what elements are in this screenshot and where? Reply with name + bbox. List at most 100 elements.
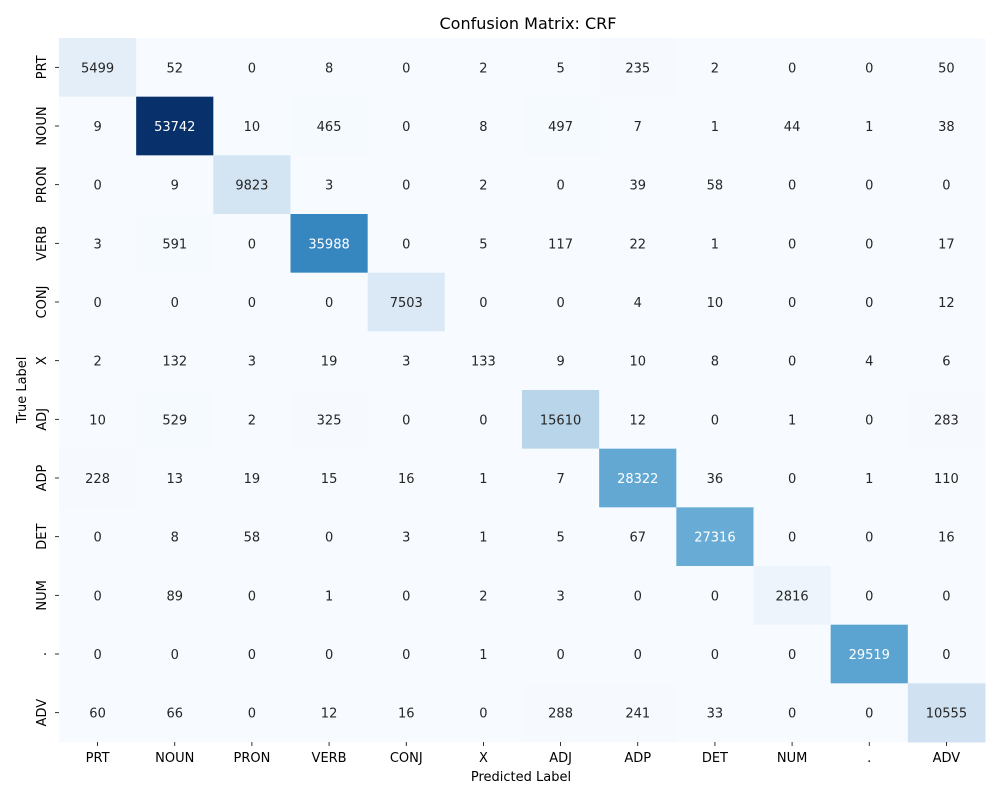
heatmap-cell xyxy=(907,507,986,567)
heatmap-cell xyxy=(599,390,677,450)
heatmap-cell xyxy=(599,448,677,508)
x-tick-label: PRT xyxy=(86,751,110,766)
heatmap-cells: 5499 52 0 8 0 2 5 235 2 0 0 509 53742 10 465 0 8 497 7 1 44 1… xyxy=(59,38,986,743)
heatmap-cell xyxy=(136,683,214,743)
cell-value-label: 325 xyxy=(317,413,342,428)
cell-value-label: 16 xyxy=(398,707,415,722)
heatmap-cell xyxy=(599,331,677,391)
heatmap-cell xyxy=(367,624,446,684)
heatmap-cell xyxy=(136,155,214,215)
cell-value-label: 10 xyxy=(89,413,106,428)
cell-value-label: 0 xyxy=(93,648,101,663)
heatmap-cell xyxy=(830,331,909,391)
cell-value-label: 50 xyxy=(938,61,955,76)
heatmap-cell xyxy=(136,331,214,391)
heatmap-cell xyxy=(290,566,369,626)
cell-value-label: 0 xyxy=(711,589,719,604)
heatmap-cell xyxy=(59,331,137,391)
heatmap-cell xyxy=(676,38,754,98)
heatmap-cell xyxy=(907,390,986,450)
heatmap-cell xyxy=(444,507,523,567)
heatmap-cell xyxy=(522,566,600,626)
cell-value-label: 8 xyxy=(479,120,487,135)
cell-value-label: 0 xyxy=(711,413,719,428)
heatmap-cell xyxy=(367,448,446,508)
cell-value-label: 8 xyxy=(711,355,719,370)
heatmap-cell xyxy=(367,507,446,567)
y-tick-label: ADV xyxy=(35,699,50,727)
heatmap-cell xyxy=(59,566,137,626)
heatmap-cell xyxy=(753,448,832,508)
x-tick-label: ADP xyxy=(624,751,651,766)
heatmap-cell xyxy=(59,38,137,98)
cell-value-label: 15610 xyxy=(540,413,581,428)
heatmap-cell xyxy=(290,96,369,156)
cell-value-label: 5 xyxy=(556,531,564,546)
cell-value-label: 58 xyxy=(244,531,261,546)
cell-value-label: 0 xyxy=(865,179,873,194)
heatmap-cell xyxy=(522,448,600,508)
cell-value-label: 13 xyxy=(166,472,183,487)
cell-value-label: 0 xyxy=(325,648,333,663)
cell-value-label: 2 xyxy=(711,61,719,76)
cell-value-label: 0 xyxy=(788,355,796,370)
heatmap-cell xyxy=(830,272,909,332)
cell-value-label: 17 xyxy=(938,237,955,252)
cell-value-label: 52 xyxy=(166,61,183,76)
cell-value-label: 0 xyxy=(248,237,256,252)
cell-value-label: 0 xyxy=(788,61,796,76)
heatmap-cell xyxy=(367,331,446,391)
y-tick-label: PRON xyxy=(35,166,50,203)
cell-value-label: 2 xyxy=(93,355,101,370)
cell-value-label: 3 xyxy=(402,531,410,546)
heatmap-cell xyxy=(290,624,369,684)
heatmap-cell xyxy=(290,683,369,743)
cell-value-label: 8 xyxy=(171,531,179,546)
heatmap-cell xyxy=(444,214,523,274)
heatmap-cell xyxy=(444,272,523,332)
heatmap-cell xyxy=(290,155,369,215)
heatmap-cell xyxy=(59,507,137,567)
cell-value-label: 0 xyxy=(788,531,796,546)
heatmap-cell xyxy=(907,624,986,684)
heatmap-cell xyxy=(59,155,137,215)
cell-value-label: 0 xyxy=(865,707,873,722)
heatmap-cell xyxy=(599,272,677,332)
cell-value-label: 4 xyxy=(634,296,642,311)
cell-value-label: 1 xyxy=(711,237,719,252)
cell-value-label: 0 xyxy=(865,296,873,311)
heatmap-cell xyxy=(599,624,677,684)
cell-value-label: 9 xyxy=(93,120,101,135)
heatmap-cell xyxy=(599,566,677,626)
cell-value-label: 12 xyxy=(321,707,338,722)
heatmap-cell xyxy=(599,38,677,98)
heatmap-cell xyxy=(213,683,291,743)
cell-value-label: 1 xyxy=(479,472,487,487)
cell-value-label: 0 xyxy=(479,296,487,311)
cell-value-label: 1 xyxy=(865,120,873,135)
heatmap-cell xyxy=(444,566,523,626)
cell-value-label: 0 xyxy=(325,531,333,546)
x-tick-labels: PRT NOUN PRON VERB CONJ X ADJ ADP DET NUM. ADV xyxy=(86,742,960,766)
heatmap-cell xyxy=(213,272,291,332)
cell-value-label: 7503 xyxy=(390,296,423,311)
cell-value-label: 28322 xyxy=(617,472,658,487)
cell-value-label: 9 xyxy=(171,179,179,194)
heatmap-cell xyxy=(599,155,677,215)
heatmap-cell xyxy=(213,624,291,684)
heatmap-cell xyxy=(753,624,832,684)
cell-value-label: 2 xyxy=(479,179,487,194)
heatmap-cell xyxy=(213,96,291,156)
cell-value-label: 19 xyxy=(321,355,338,370)
cell-value-label: 0 xyxy=(788,472,796,487)
x-tick-label: NOUN xyxy=(155,751,194,766)
heatmap-cell xyxy=(907,448,986,508)
heatmap-cell xyxy=(522,624,600,684)
cell-value-label: 35988 xyxy=(308,237,349,252)
y-tick-label: ADP xyxy=(35,464,50,491)
heatmap-cell xyxy=(213,507,291,567)
cell-value-label: 89 xyxy=(166,589,183,604)
heatmap-cell xyxy=(522,155,600,215)
heatmap-cell xyxy=(907,96,986,156)
cell-value-label: 0 xyxy=(634,589,642,604)
